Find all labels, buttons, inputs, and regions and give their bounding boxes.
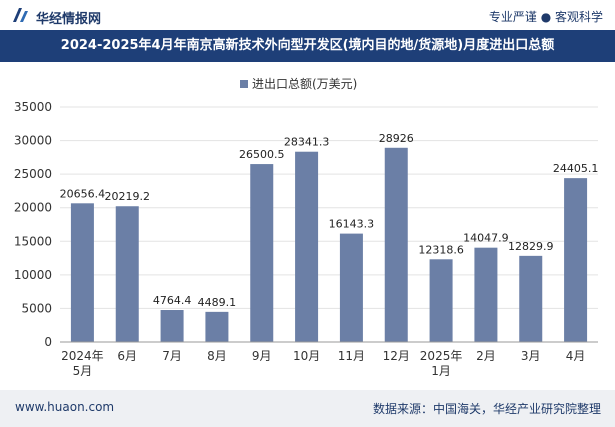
- y-tick-label: 20000: [14, 201, 52, 215]
- y-tick-label: 25000: [14, 167, 52, 181]
- bar-chart: 进出口总额(万美元) 0 5000 10000 15000 20000 25000 3000…: [14, 77, 599, 378]
- y-tick-label: 5000: [21, 301, 52, 315]
- x-tick-label: 2024年 5月: [61, 349, 104, 378]
- legend-label: 进出口总额(万美元): [252, 77, 357, 91]
- chart-title: 2024-2025年4月年南京高新技术外向型开发区(境内目的地/货源地)月度进出…: [60, 38, 555, 53]
- bar-value-label: 26500.5: [239, 148, 285, 161]
- x-tick-label: 10月: [293, 349, 320, 363]
- x-tick-label-line: 2024年: [61, 349, 104, 363]
- bar-value-label: 12318.6: [418, 243, 464, 256]
- bar: [339, 233, 363, 342]
- x-tick-label-line: 6月: [117, 349, 137, 363]
- y-tick-label: 10000: [14, 268, 52, 282]
- bar: [474, 247, 498, 342]
- x-tick-label-line: 1月: [431, 364, 451, 378]
- x-tick-label-line: 3月: [521, 349, 541, 363]
- bar-value-label: 4489.1: [198, 296, 237, 309]
- bar: [115, 206, 139, 342]
- bar: [519, 255, 543, 342]
- bar-value-label: 20219.2: [105, 190, 151, 203]
- x-tick-label-line: 11月: [338, 349, 365, 363]
- bar: [564, 178, 588, 342]
- x-tick-label: 8月: [207, 349, 227, 363]
- bar: [160, 310, 184, 342]
- x-tick-label: 11月: [338, 349, 365, 363]
- legend-swatch: [240, 80, 248, 88]
- x-tick-label: 7月: [162, 349, 182, 363]
- x-tick-label-line: 12月: [383, 349, 410, 363]
- bar-value-label: 4764.4: [153, 294, 192, 307]
- bar: [205, 311, 229, 342]
- bar-value-label: 20656.4: [60, 187, 106, 200]
- data-source: 数据来源：中国海关，华经产业研究院整理: [372, 402, 601, 416]
- brand-name: 华经情报网: [36, 12, 102, 27]
- x-tick-label: 6月: [117, 349, 137, 363]
- brand-slogan: 专业严谨 ● 客观科学: [488, 10, 603, 24]
- y-tick-label: 30000: [14, 134, 52, 148]
- bar-value-label: 24405.1: [553, 162, 599, 175]
- x-tick-label: 12月: [383, 349, 410, 363]
- x-tick-label-line: 4月: [566, 349, 586, 363]
- bar-value-label: 28926: [379, 132, 414, 145]
- title-bar: 2024-2025年4月年南京高新技术外向型开发区(境内目的地/货源地)月度进出…: [0, 30, 615, 62]
- y-tick-label: 35000: [14, 100, 52, 114]
- bar-value-label: 28341.3: [284, 136, 330, 149]
- bar-value-label: 12829.9: [508, 240, 554, 253]
- bar: [70, 203, 94, 342]
- footer: www.huaon.com 数据来源：中国海关，华经产业研究院整理: [0, 390, 615, 427]
- bar-value-label: 16143.3: [329, 218, 375, 231]
- x-tick-label: 2025年 1月: [420, 349, 463, 378]
- y-tick-label: 15000: [14, 234, 52, 248]
- x-tick-label: 3月: [521, 349, 541, 363]
- top-bar: 华经情报网 专业严谨 ● 客观科学: [0, 0, 615, 30]
- x-tick-label-line: 8月: [207, 349, 227, 363]
- bar: [295, 151, 319, 342]
- site-url[interactable]: www.huaon.com: [15, 400, 115, 414]
- x-tick-label-line: 2025年: [420, 349, 463, 363]
- bar-value-label: 14047.9: [463, 232, 509, 245]
- x-tick-label-line: 2月: [476, 349, 496, 363]
- x-tick-label: 4月: [566, 349, 586, 363]
- x-tick-label-line: 7月: [162, 349, 182, 363]
- x-tick-label: 9月: [252, 349, 272, 363]
- bar: [250, 164, 274, 342]
- huajing-logo-icon: [13, 8, 28, 22]
- x-tick-label-line: 10月: [293, 349, 320, 363]
- bar: [429, 259, 453, 342]
- y-tick-label: 0: [44, 335, 52, 349]
- x-tick-label-line: 5月: [73, 364, 93, 378]
- x-tick-label-line: 9月: [252, 349, 272, 363]
- bar: [384, 147, 408, 342]
- x-tick-label: 2月: [476, 349, 496, 363]
